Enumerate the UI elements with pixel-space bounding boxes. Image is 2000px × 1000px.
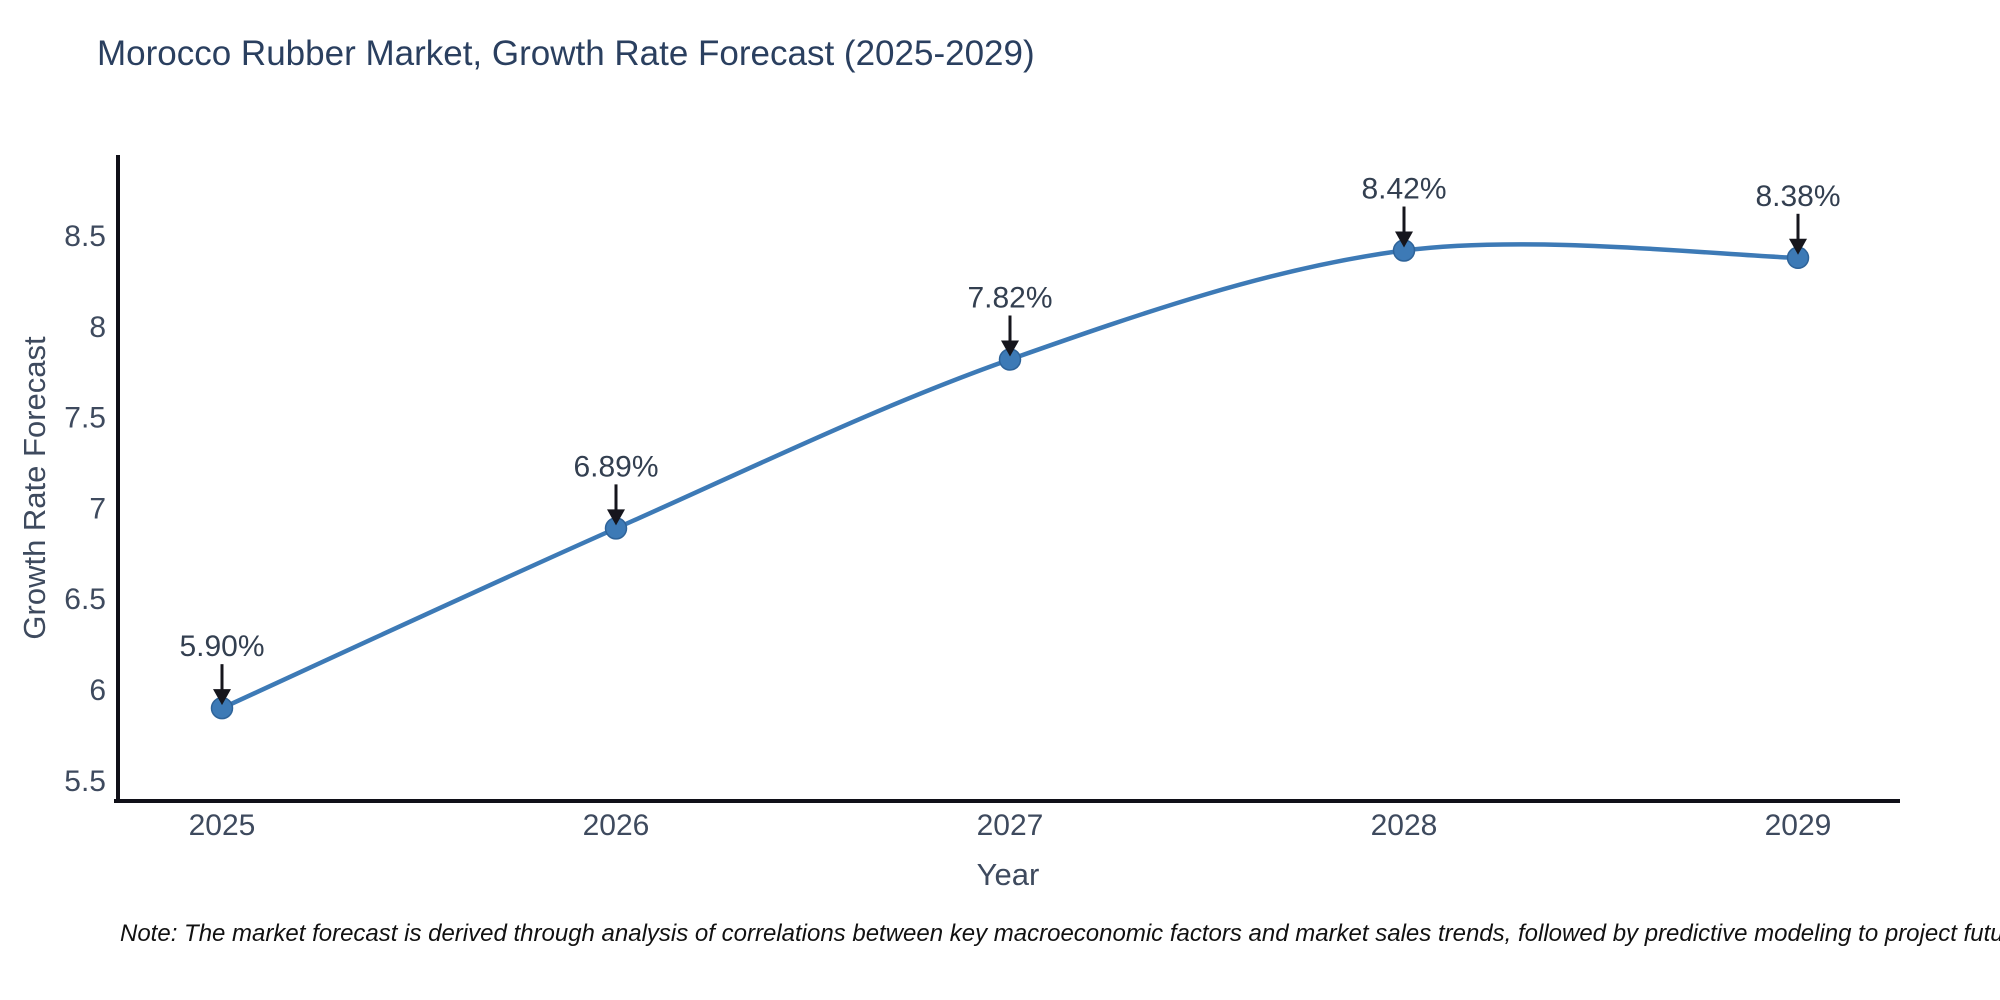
y-tick-label: 7.5 [64,402,106,435]
annotation-arrowhead [1001,340,1019,357]
x-tick-label: 2026 [583,809,650,842]
annotation-arrowhead [1789,238,1807,255]
y-tick-label: 8.5 [64,220,106,253]
chart-title: Morocco Rubber Market, Growth Rate Forec… [97,34,1035,73]
annotation-arrowhead [607,509,625,526]
x-tick-label: 2029 [1765,809,1832,842]
annotation-arrowhead [1395,231,1413,248]
y-tick-label: 6 [89,674,106,707]
footnote: Note: The market forecast is derived thr… [120,920,2000,947]
x-tick-label: 2028 [1371,809,1438,842]
y-tick-label: 6.5 [64,583,106,616]
point-annotation-label: 8.42% [1361,173,1446,206]
y-tick-label: 7 [89,492,106,525]
point-annotation-label: 7.82% [967,281,1052,314]
point-annotation-label: 5.90% [179,630,264,663]
point-annotation-label: 6.89% [573,450,658,483]
x-axis-title: Year [976,857,1040,892]
x-tick-label: 2027 [977,809,1044,842]
annotation-arrowhead [213,689,231,706]
point-annotation-label: 8.38% [1755,180,1840,213]
y-tick-label: 8 [89,311,106,344]
y-tick-label: 5.5 [64,765,106,798]
x-tick-label: 2025 [189,809,256,842]
